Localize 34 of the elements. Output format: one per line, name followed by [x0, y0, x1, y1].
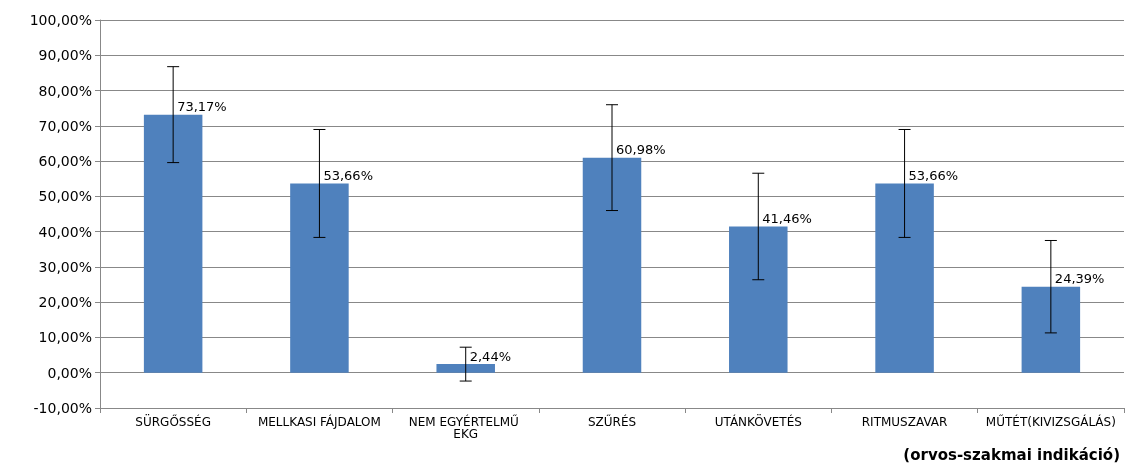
x-tick-label: SÜRGŐSSÉG — [135, 413, 211, 429]
y-tick-label: 40,00% — [38, 223, 92, 240]
data-label: 2,44% — [469, 348, 512, 364]
x-tick-label: MŰTÉT(KIVIZSGÁLÁS) — [985, 414, 1116, 429]
data-label: 60,98% — [616, 142, 666, 158]
y-tick-label: 10,00% — [38, 329, 92, 346]
x-tick-label: SZŰRÉS — [587, 414, 637, 429]
data-label: 73,17% — [177, 99, 227, 115]
data-label: 53,66% — [323, 167, 374, 183]
bar — [875, 183, 934, 373]
bar — [582, 157, 642, 373]
bar — [290, 183, 349, 373]
data-label: 53,66% — [908, 167, 959, 183]
bar — [1021, 286, 1081, 373]
x-tick-label: UTÁNKÖVETÉS — [714, 413, 802, 429]
bar — [143, 114, 203, 373]
y-tick-label: 100,00% — [29, 12, 92, 28]
text: (orvos-szakmai indikáció) — [902, 446, 1120, 464]
y-tick-label: 50,00% — [38, 188, 92, 205]
x-tick-label: RITMUSZAVAR — [861, 415, 948, 429]
bar — [729, 226, 788, 373]
y-tick-label: 90,00% — [38, 47, 92, 64]
data-label: 24,39% — [1054, 271, 1105, 287]
x-tick-label: MELLKASI FÁJDALOM — [257, 414, 381, 429]
y-tick-label: -10,00% — [33, 400, 92, 416]
y-tick-label: 0,00% — [47, 364, 92, 381]
y-tick-label: 80,00% — [38, 82, 92, 99]
data-label: 41,46% — [762, 210, 812, 226]
y-tick-label: 60,00% — [38, 153, 92, 170]
y-tick-label: 30,00% — [38, 258, 92, 275]
bar — [436, 364, 495, 373]
y-tick-label: 70,00% — [38, 117, 92, 134]
y-tick-label: 20,00% — [38, 294, 92, 311]
x-tick-label: NEM EGYÉRTELMŰ EKG — [408, 414, 523, 441]
